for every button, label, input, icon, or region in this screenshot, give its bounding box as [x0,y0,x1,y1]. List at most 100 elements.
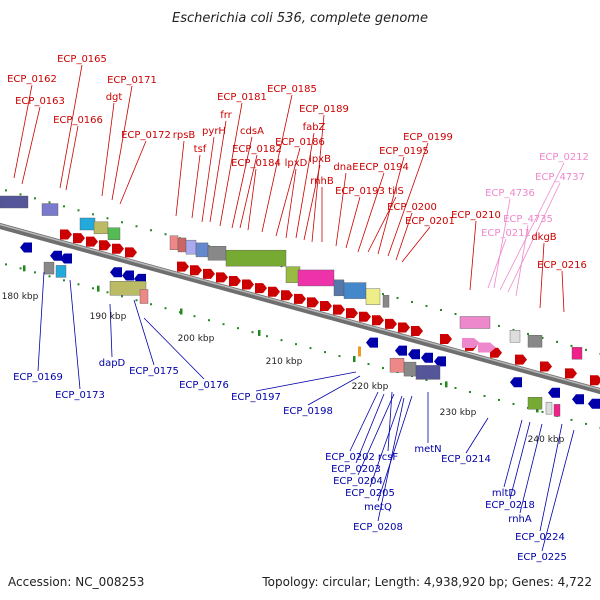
leader-line [335,172,347,247]
tick-dot-upper [425,305,428,308]
tick-dot-upper [527,332,529,335]
gene-block [93,221,109,235]
scale-label: 230 kbp [440,408,477,418]
gene-label: ECP_0194 [359,162,409,173]
tick-major [180,308,183,315]
reverse-gene-arrow [395,345,407,356]
reverse-gene-arrow [572,394,584,405]
leader-line [369,395,403,488]
gene-block [55,265,67,278]
gene-label: ECP_0184 [231,158,281,169]
tick-dot-lower [208,319,210,322]
forward-gene-arrow [125,247,137,258]
leader-line [377,397,405,522]
tick-dot-upper [106,217,109,220]
leader-line [357,172,385,253]
tick-dot-upper [512,328,515,331]
tick-dot-lower [48,275,51,278]
leader-line [303,164,321,241]
scale-label: 190 kbp [90,312,127,322]
tick-dot-lower [63,279,65,282]
gene-label: dnaE [333,162,358,173]
leader-line [307,375,361,406]
leader-line [519,423,543,514]
tick-dot-lower [251,331,254,334]
tick-dot-upper [498,324,500,327]
leader-line [209,120,227,223]
forward-gene-arrow [229,275,241,286]
tick-dot-lower [193,315,196,318]
tick-dot-lower [150,303,152,306]
gene-label: ECP_0216 [537,260,587,271]
tick-dot-upper [92,213,94,216]
forward-gene-arrow [242,279,254,290]
scale-label: 180 kbp [2,292,39,302]
gene-block [139,289,149,304]
reverse-gene-arrow [110,267,122,278]
gene-label: ECP_0210 [451,210,501,221]
gene-block [43,261,55,275]
gene-label: ECP_0225 [517,552,567,563]
gene-label: ECP_0203 [331,464,381,475]
forward-gene-arrow [177,261,189,272]
tick-dot-upper [5,189,7,192]
leader-line [255,371,357,392]
gene-block [177,237,187,253]
map-title: Escherichia coli 536, complete genome [172,11,428,26]
reverse-gene-arrow [434,356,446,367]
gene-label: ECP_0198 [283,406,333,417]
leader-line [69,279,81,390]
tick-dot-upper [48,201,51,204]
gene-label: ECP_0224 [515,532,565,543]
gene-label: ECP_0208 [353,522,403,533]
forward-gene-arrow [440,334,452,344]
forward-gene-arrow [515,354,527,365]
reverse-gene-arrow [50,250,62,261]
reverse-gene-arrow [548,387,560,398]
leader-line [465,417,489,454]
gene-label: ECP_0212 [539,152,589,163]
leader-line [499,162,565,291]
leader-line [275,147,301,237]
gene-block [509,330,521,343]
scale-label: 220 kbp [352,382,389,392]
leader-line [111,85,133,201]
accession-text: Accession: NC_008253 [8,575,144,589]
leader-line [377,156,405,255]
reverse-gene-arrow [366,337,378,348]
tick-dot-upper [77,209,80,212]
leader-line [387,391,393,452]
gene-label: ECP_0189 [299,104,349,115]
leader-line [261,94,293,233]
tick-dot-lower [5,263,7,266]
gene-block [195,242,209,258]
gene-block [41,203,59,216]
leader-line [377,395,413,502]
tick-dot-lower [121,295,123,298]
leader-line [239,154,258,229]
forward-gene-arrow [385,318,397,329]
leader-line [133,299,155,366]
gene-label: mltD [492,488,516,499]
forward-gene-arrow [320,301,332,311]
tick-major [258,329,261,336]
gene-block [545,401,553,415]
tick-major [445,381,448,388]
tick-dot-lower [338,355,341,358]
gene-label: dapD [99,358,126,369]
tick-dot-lower [164,307,167,310]
leader-line [367,196,397,253]
leader-line [295,132,315,239]
gene-label: rcsF [378,452,399,463]
gene-block [107,227,121,240]
gene-label: dkgB [531,232,556,243]
leader-line [541,429,575,552]
genome-axis [0,222,600,395]
gene-block [185,239,197,255]
leader-line [493,198,511,289]
tick-dot-upper [19,193,22,196]
gene-label: ECP_0176 [179,380,229,391]
tick-dot-upper [585,348,587,351]
tick-dot-lower [34,271,36,274]
scale-label: 210 kbp [266,357,303,367]
